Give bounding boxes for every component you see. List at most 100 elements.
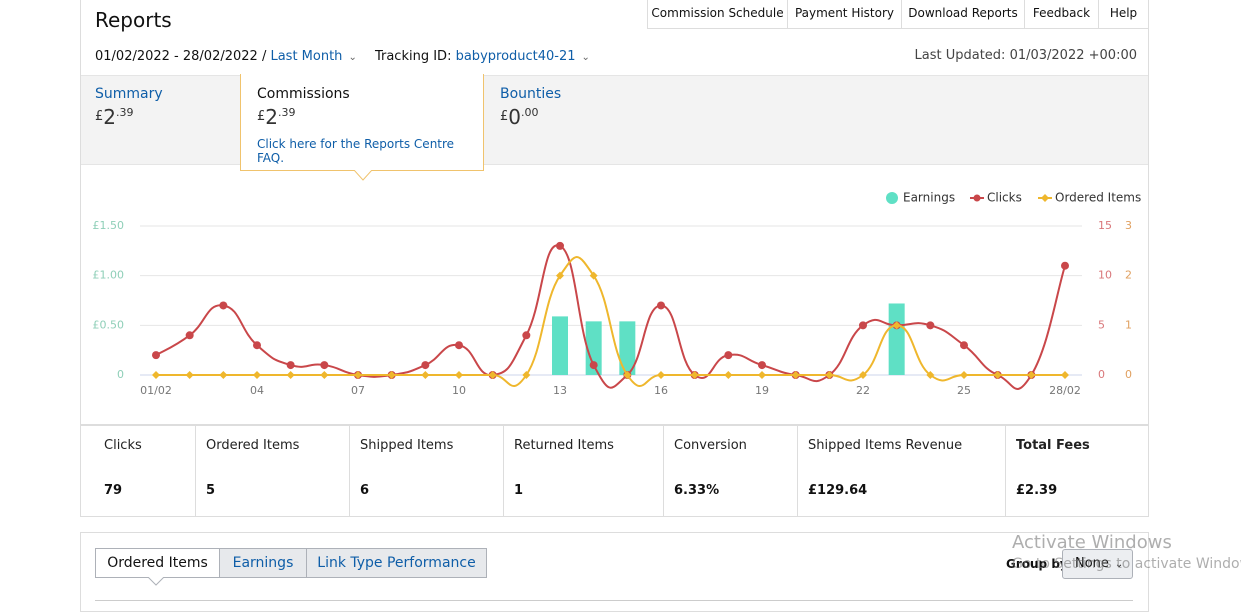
y-tick-label: 3	[1125, 219, 1132, 232]
detail-tab[interactable]: Link Type Performance	[306, 548, 487, 578]
point	[286, 361, 295, 370]
legend-label: Earnings	[903, 191, 955, 205]
page-title: Reports	[95, 8, 172, 32]
stat-cell: Total Fees £2.39	[1006, 425, 1148, 516]
point	[926, 321, 935, 330]
nav-link[interactable]: Feedback	[1024, 0, 1099, 29]
point	[387, 371, 396, 379]
point	[455, 371, 463, 379]
y-tick-label: 15	[1098, 219, 1112, 232]
point	[354, 371, 362, 379]
legend-label: Clicks	[987, 191, 1022, 205]
point	[219, 371, 228, 379]
tab-pointer	[148, 577, 164, 586]
point	[758, 371, 766, 379]
point	[724, 351, 733, 360]
tracking-label: Tracking ID:	[374, 49, 452, 64]
point	[152, 371, 160, 379]
stat-label: Shipped Items Revenue	[808, 438, 963, 453]
y-tick-label: £0.50	[93, 318, 125, 331]
y-tick-label: £1.00	[93, 269, 125, 282]
point	[859, 371, 867, 379]
nav-link[interactable]: Payment History	[787, 0, 902, 29]
point	[152, 351, 160, 360]
bar	[585, 321, 602, 375]
stat-cell: Conversion 6.33%	[664, 425, 798, 516]
point	[690, 371, 699, 379]
table-top	[95, 600, 1133, 601]
tab-pointer	[354, 170, 372, 181]
group-by-select[interactable]: None ⌄	[1062, 549, 1133, 579]
nav-link[interactable]: Help	[1098, 0, 1149, 29]
point	[185, 331, 194, 340]
stat-cell: Shipped Items 6	[350, 425, 504, 516]
point	[1061, 371, 1069, 379]
x-tick-label: 28/02	[1049, 384, 1081, 397]
stat-cell: Ordered Items 5	[196, 425, 350, 516]
stat-value: 79	[104, 483, 123, 498]
point	[522, 331, 531, 340]
point	[1027, 371, 1036, 379]
amount: 0	[508, 105, 522, 129]
point	[758, 361, 766, 370]
amount-fraction: .00	[521, 106, 539, 119]
point	[185, 371, 194, 379]
amount: 2	[103, 105, 117, 129]
tracking-select[interactable]: babyproduct40-21	[455, 49, 576, 64]
point	[589, 271, 598, 280]
point	[825, 371, 834, 379]
date-range: 01/02/2022 - 28/02/2022 /	[95, 49, 267, 64]
point	[589, 361, 598, 370]
x-tick-label: 04	[250, 384, 264, 397]
stat-label: Conversion	[674, 438, 747, 453]
y-tick-label: 0	[1125, 368, 1132, 381]
detail-tab[interactable]: Ordered Items	[95, 548, 220, 578]
period-select[interactable]: Last Month	[270, 49, 343, 64]
y-tick-label: 1	[1125, 318, 1132, 331]
faq-link[interactable]: Click here for the Reports Centre FAQ.	[257, 137, 455, 165]
nav-link[interactable]: Download Reports	[901, 0, 1025, 29]
y-tick-label: £1.50	[93, 219, 125, 232]
point	[253, 341, 261, 350]
stat-value: £2.39	[1016, 483, 1058, 498]
watermark-title: Activate Windows	[1012, 532, 1172, 553]
x-tick-label: 19	[755, 384, 769, 397]
stat-label: Total Fees	[1016, 438, 1090, 453]
tab-label: Bounties	[500, 86, 562, 102]
point	[320, 361, 329, 370]
x-tick-label: 13	[553, 384, 567, 397]
stat-label: Shipped Items	[360, 438, 454, 453]
tab-label: Summary	[95, 86, 163, 102]
bar	[619, 321, 636, 375]
y-tick-label: 2	[1125, 269, 1132, 282]
point	[253, 371, 261, 379]
y-tick-label: 0	[1098, 368, 1105, 381]
stats-row	[80, 425, 1149, 517]
x-tick-label: 22	[856, 384, 870, 397]
chart: 0 £0.50 £1.00 £1.50 0 5 10 15 0 1 2 3 01/02 04 07 10 13 1…	[93, 191, 1142, 398]
point	[657, 371, 665, 379]
point	[657, 301, 665, 310]
report-panel	[80, 0, 1149, 425]
stat-value: 5	[206, 483, 216, 498]
point	[556, 241, 564, 250]
summary-tab[interactable]: Summary £2.39	[95, 86, 163, 129]
point	[960, 341, 968, 350]
point	[791, 371, 800, 379]
commissions-tab[interactable]: Commissions £2.39 Click here for the Rep…	[240, 74, 484, 171]
stat-value: £129.64	[808, 483, 868, 498]
legend-label: Ordered Items	[1055, 191, 1141, 205]
point	[219, 301, 228, 310]
x-tick-label: 07	[351, 384, 365, 397]
date-row: 01/02/2022 - 28/02/2022 / Last Month ⌄ Tr…	[95, 49, 590, 64]
amount-fraction: .39	[116, 106, 134, 119]
stat-value: 1	[514, 483, 524, 498]
group-by-label: Group by	[1006, 557, 1068, 571]
point	[421, 371, 430, 379]
stat-label: Ordered Items	[206, 438, 300, 453]
bounties-tab[interactable]: Bounties £0.00	[500, 86, 561, 129]
x-tick-label: 16	[654, 384, 668, 397]
detail-tab[interactable]: Earnings	[219, 548, 307, 578]
point	[859, 321, 867, 330]
currency: £	[257, 109, 266, 124]
